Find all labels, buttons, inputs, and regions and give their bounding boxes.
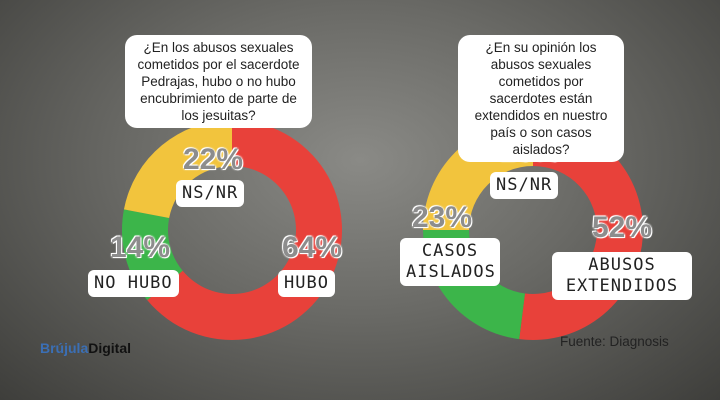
brand-part: Digital: [88, 340, 132, 356]
value-label: 64%: [281, 231, 343, 264]
value-label: 52%: [591, 211, 653, 244]
brand-part: Brújula: [40, 340, 89, 356]
value-label: 23%: [411, 201, 473, 234]
source: Fuente: Diagnosis: [560, 334, 669, 349]
question: ¿En los abusos sexuales cometidos por el…: [125, 35, 312, 128]
brand: BrújulaDigital: [40, 340, 131, 356]
question: ¿En su opinión los abusos sexuales comet…: [458, 35, 624, 162]
category-label: NO HUBO: [88, 270, 179, 297]
value-label: 14%: [109, 231, 171, 264]
category-label: HUBO: [278, 270, 335, 297]
donut-slice: [123, 120, 232, 219]
value-label: 22%: [182, 143, 244, 176]
category-label: ABUSOS EXTENDIDOS: [552, 252, 692, 300]
category-label: CASOS AISLADOS: [400, 238, 500, 286]
category-label: NS/NR: [176, 180, 245, 207]
category-label: NS/NR: [490, 172, 559, 199]
